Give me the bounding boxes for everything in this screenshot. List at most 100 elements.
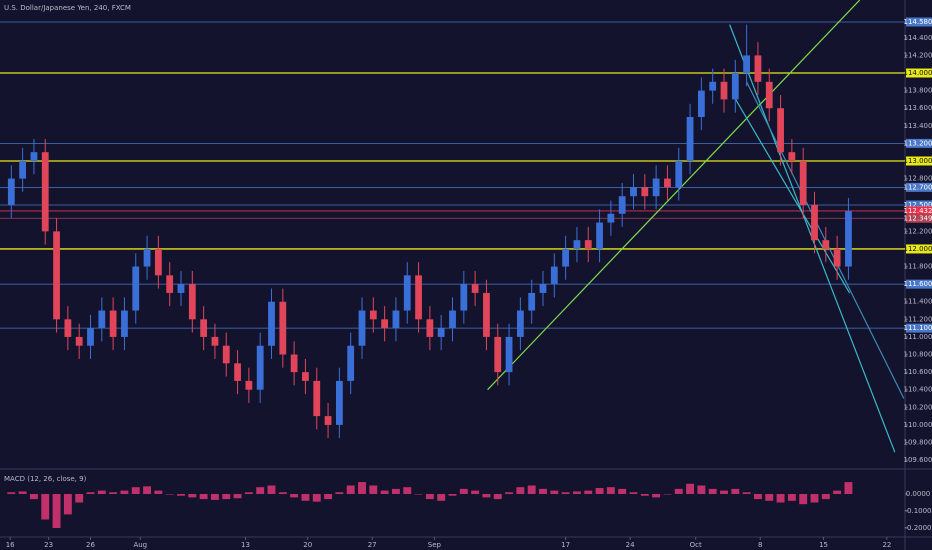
candle-body [675, 160, 683, 188]
candle-body [403, 275, 411, 311]
y-tick-label: 112.800 [904, 175, 932, 183]
candle-body [7, 178, 15, 205]
candle-body [415, 275, 422, 320]
macd-y-tick-label: -0.1000 [904, 507, 931, 515]
candle-body [222, 345, 230, 364]
candle-body [743, 55, 751, 74]
macd-bar [584, 490, 593, 494]
level-label-box [906, 138, 932, 148]
macd-bar [63, 493, 72, 515]
candle-body [279, 301, 287, 355]
macd-bar [425, 493, 434, 500]
y-tick-label: 112.200 [904, 227, 932, 235]
candle-body [53, 231, 60, 320]
candle-body [607, 213, 615, 223]
candle-body [313, 380, 321, 417]
macd-y-tick-label: -0.2000 [904, 524, 931, 532]
level-label: 112.500 [904, 201, 932, 209]
level-label: 112.349 [904, 214, 932, 222]
macd-bar [539, 488, 547, 494]
level-label: 114.580 [904, 18, 932, 26]
level-label: 112.432 [904, 207, 932, 215]
macd-bar [414, 493, 423, 495]
candle-body [75, 336, 83, 346]
candle-body [290, 354, 298, 373]
candle-body [154, 248, 162, 276]
candle-body [64, 319, 72, 337]
level-label-box [906, 206, 932, 216]
candle-body [234, 363, 241, 381]
x-tick-label: 22 [882, 541, 891, 549]
x-tick-label: 8 [758, 541, 762, 549]
x-tick-label: 20 [303, 541, 312, 549]
macd-bar [403, 487, 412, 494]
macd-bar [29, 493, 38, 500]
candle-body [188, 284, 196, 320]
candle-body [19, 160, 27, 179]
level-label: 112.700 [904, 183, 932, 191]
y-tick-label: 111.200 [904, 315, 932, 323]
macd-bar [199, 493, 208, 500]
candle-body [596, 222, 603, 249]
candle-body [256, 345, 264, 390]
macd-bar [799, 493, 808, 505]
level-label: 114.000 [904, 69, 932, 77]
level-label-box [906, 323, 932, 333]
macd-bar [505, 492, 514, 494]
macd-bar [131, 487, 140, 494]
macd-bar [765, 493, 774, 501]
level-label-box [906, 156, 932, 166]
macd-bar [652, 493, 661, 498]
macd-bar [437, 493, 446, 501]
chart-title: U.S. Dollar/Japanese Yen, 240, FXCM [4, 4, 131, 12]
candle-body [426, 319, 434, 337]
level-label: 111.600 [904, 280, 932, 288]
candle-body [347, 345, 355, 381]
x-tick-label: 26 [86, 541, 95, 549]
macd-bar [86, 492, 95, 494]
macd-bar [697, 485, 706, 494]
candle-body [845, 211, 852, 267]
macd-bar [346, 485, 355, 494]
macd-bar [482, 493, 491, 498]
y-tick-label: 110.400 [904, 386, 932, 394]
candle-body [709, 81, 717, 91]
macd-bar [663, 493, 672, 495]
macd-bar [459, 488, 468, 494]
macd-bar [686, 483, 695, 494]
trendline [732, 94, 851, 294]
candle-body [245, 380, 253, 390]
macd-bar [109, 492, 118, 494]
candle-body [358, 310, 366, 346]
candle-body [641, 187, 649, 197]
macd-bar [154, 490, 163, 494]
x-tick-label: 15 [819, 541, 828, 549]
level-label: 113.200 [904, 139, 932, 147]
candle-body [539, 284, 547, 293]
y-tick-label: 114.200 [904, 51, 932, 59]
candle-body [505, 336, 513, 373]
macd-bar [97, 490, 106, 494]
x-tick-label: 17 [561, 541, 570, 549]
y-tick-label: 109.800 [904, 438, 932, 446]
candle-body [686, 117, 694, 161]
macd-bar [165, 493, 174, 495]
macd-bar [742, 492, 751, 494]
candle-body [449, 310, 456, 329]
macd-bar [844, 482, 853, 494]
level-label-box [906, 279, 932, 289]
macd-bar [448, 493, 457, 496]
macd-bar [244, 492, 253, 494]
level-label: 111.100 [904, 324, 932, 332]
level-label-box [906, 17, 932, 27]
y-tick-label: 111.800 [904, 263, 932, 271]
candle-body [528, 292, 536, 311]
candle-body [584, 240, 592, 249]
macd-bar [391, 488, 400, 494]
candle-body [87, 328, 94, 346]
macd-bar [572, 491, 581, 494]
macd-bar [369, 485, 378, 494]
macd-bar [267, 485, 276, 494]
candle-body [392, 310, 400, 329]
